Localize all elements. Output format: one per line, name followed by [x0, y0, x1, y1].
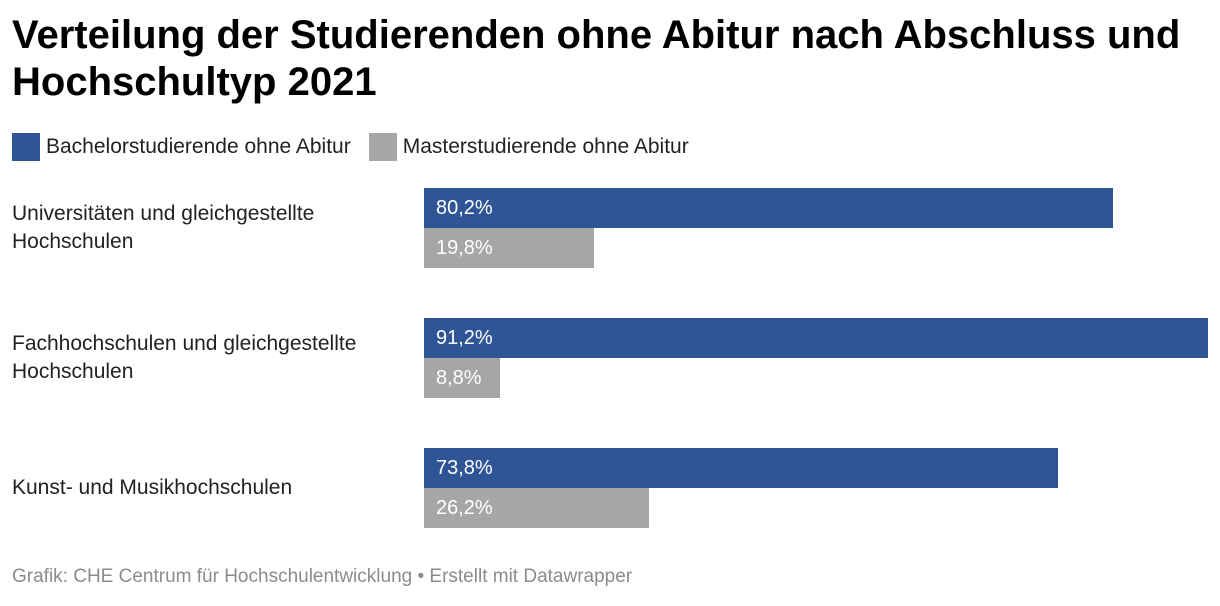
chart-title: Verteilung der Studierenden ohne Abitur …	[12, 13, 1181, 104]
bar-bachelor-2	[424, 448, 1058, 488]
bar-bachelor-1	[424, 318, 1208, 358]
footer-credit: Grafik: CHE Centrum für Hochschulentwick…	[12, 566, 633, 587]
bar-value-label-bachelor-1: 91,2%	[436, 327, 493, 349]
bar-master-2	[424, 488, 649, 528]
bar-master-1	[424, 358, 500, 398]
bar-value-label-bachelor-0: 80,2%	[436, 197, 493, 219]
legend-swatch-bachelor	[12, 133, 40, 161]
legend-item-master: Masterstudierende ohne Abitur	[368, 133, 689, 161]
bar-value-label-master-1: 8,8%	[436, 367, 482, 389]
bar-master-0	[424, 228, 594, 268]
bar-value-label-bachelor-2: 73,8%	[436, 457, 493, 479]
bar-bachelor-0	[424, 188, 1113, 228]
category-label-fachhochschulen: Fachhochschulen und gleichgestellte Hoch…	[12, 332, 357, 383]
legend-swatch-master	[368, 133, 397, 161]
legend-label-master: Masterstudierende ohne Abitur	[402, 135, 689, 158]
legend-label-bachelor: Bachelorstudierende ohne Abitur	[46, 135, 351, 158]
category-label-universitaeten: Universitäten und gleichgestellte Hochsc…	[12, 202, 315, 253]
category-label-kunst-musik: Kunst- und Musikhochschulen	[12, 476, 293, 499]
bar-value-label-master-0: 19,8%	[436, 237, 493, 259]
legend: Bachelorstudierende ohne Abitur Masterst…	[12, 131, 707, 163]
legend-item-bachelor: Bachelorstudierende ohne Abitur	[12, 133, 351, 161]
bar-value-label-master-2: 26,2%	[436, 497, 493, 519]
